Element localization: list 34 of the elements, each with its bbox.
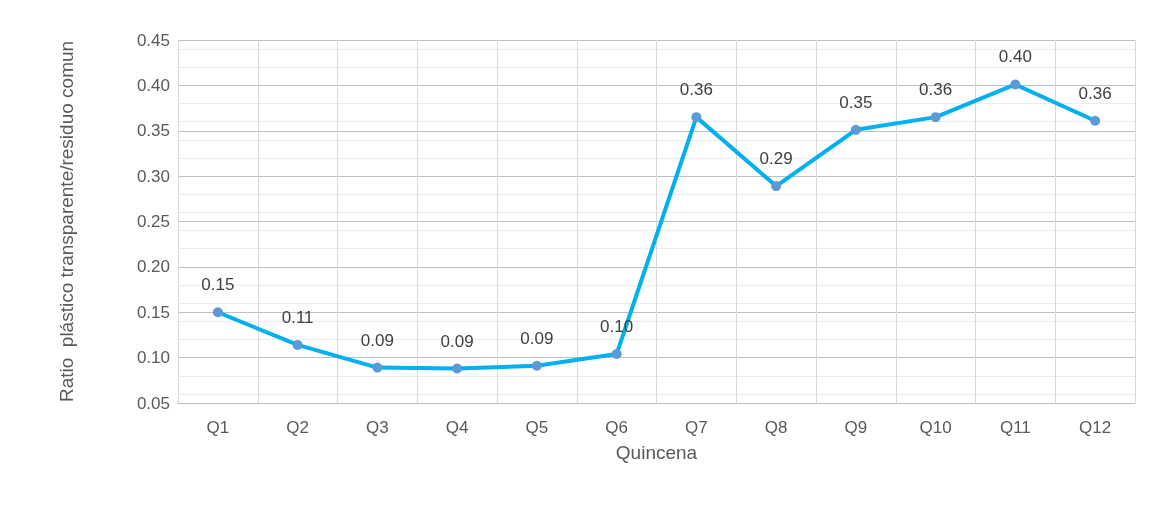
x-tick-label: Q1 [206, 418, 230, 437]
y-tick-label: 0.05 [136, 393, 170, 413]
x-tick-label: Q5 [525, 418, 549, 437]
x-tick-label: Q2 [286, 418, 309, 437]
y-tick-label: 0.10 [136, 348, 170, 368]
x-tick-label: Q3 [366, 418, 389, 437]
data-label: 0.36 [679, 80, 713, 100]
data-label: 0.35 [839, 92, 873, 112]
x-tick-label: Q9 [844, 418, 868, 437]
x-tick-label: Q11 [999, 418, 1031, 437]
data-label: 0.36 [1078, 83, 1112, 103]
y-tick-label: 0.20 [136, 257, 170, 277]
data-label: 0.36 [919, 80, 953, 100]
y-axis-title: Ratio plástico transparente/residuo comun [55, 40, 77, 403]
y-tick-label: 0.15 [136, 302, 170, 322]
data-label: 0.09 [520, 328, 554, 348]
data-label: 0.09 [440, 331, 474, 351]
data-label: 0.11 [281, 307, 314, 327]
y-tick-label: 0.40 [136, 75, 170, 95]
x-axis-title: Quincena [615, 442, 698, 463]
data-label: 0.29 [759, 149, 793, 169]
y-tick-label: 0.30 [136, 166, 170, 186]
y-tick-label: 0.35 [136, 121, 170, 141]
x-tick-label: Q4 [445, 418, 469, 437]
x-tick-label: Q8 [764, 418, 788, 437]
data-label: 0.09 [360, 330, 394, 350]
data-label: 0.15 [201, 275, 235, 295]
x-tick-label: Q6 [605, 418, 628, 437]
x-tick-label: Q12 [1079, 418, 1112, 437]
x-tick-label: Q7 [685, 418, 708, 437]
x-tick-label: Q10 [919, 418, 952, 437]
y-tick-label: 0.45 [136, 30, 170, 50]
data-label: 0.40 [998, 47, 1032, 67]
y-tick-label: 0.25 [136, 212, 170, 231]
